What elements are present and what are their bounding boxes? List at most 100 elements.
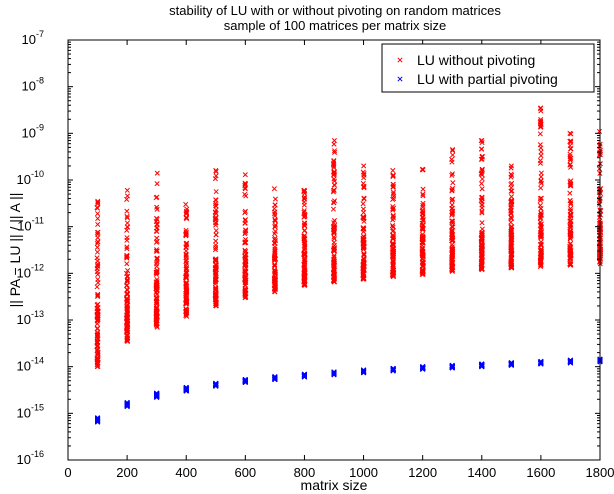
marker-without-pivoting (154, 238, 160, 244)
marker-without-pivoting (567, 215, 573, 221)
y-tick-label: 10-8 (22, 76, 44, 94)
marker-without-pivoting (272, 218, 278, 224)
marker-without-pivoting (272, 271, 278, 277)
marker-without-pivoting (302, 272, 308, 279)
marker-without-pivoting (596, 254, 602, 260)
marker-without-pivoting (420, 167, 426, 173)
marker-without-pivoting (449, 210, 455, 216)
marker-without-pivoting (213, 294, 219, 300)
marker-without-pivoting (213, 300, 219, 306)
marker-without-pivoting (420, 227, 426, 233)
marker-without-pivoting (508, 174, 514, 180)
marker-without-pivoting (125, 268, 131, 274)
marker-without-pivoting (302, 212, 308, 218)
marker-without-pivoting (301, 251, 307, 258)
marker-without-pivoting (331, 236, 337, 242)
marker-without-pivoting (538, 210, 544, 216)
marker-without-pivoting (538, 246, 544, 253)
marker-without-pivoting (538, 122, 544, 128)
marker-without-pivoting (508, 259, 514, 265)
marker-without-pivoting (213, 238, 219, 244)
marker-without-pivoting (538, 153, 544, 159)
marker-without-pivoting (212, 276, 219, 282)
marker-with-partial-pivoting (213, 381, 219, 387)
marker-without-pivoting (153, 248, 159, 254)
marker-without-pivoting (213, 261, 219, 267)
marker-without-pivoting (331, 148, 338, 154)
marker-without-pivoting (537, 131, 543, 137)
marker-without-pivoting (390, 258, 396, 264)
marker-without-pivoting (538, 232, 544, 238)
marker-without-pivoting (301, 195, 308, 202)
marker-without-pivoting (212, 176, 218, 182)
marker-without-pivoting (508, 247, 514, 253)
marker-without-pivoting (331, 267, 337, 273)
marker-without-pivoting (124, 296, 130, 302)
marker-without-pivoting (302, 194, 308, 200)
marker-without-pivoting (331, 176, 337, 182)
marker-without-pivoting (508, 208, 514, 214)
marker-without-pivoting (153, 289, 159, 295)
marker-without-pivoting (124, 244, 130, 250)
marker-with-partial-pivoting (538, 360, 544, 366)
legend-label-without-pivoting: LU without pivoting (417, 52, 535, 68)
plot-frame (67, 39, 601, 461)
marker-without-pivoting (509, 265, 515, 271)
marker-without-pivoting (479, 146, 485, 152)
y-tick-label: 10-9 (22, 122, 44, 140)
chart-subtitle: sample of 100 matrices per matrix size (224, 18, 447, 33)
marker-without-pivoting (390, 212, 396, 218)
marker-without-pivoting (242, 259, 248, 265)
marker-without-pivoting (95, 292, 101, 299)
marker-without-pivoting (508, 204, 514, 210)
marker-without-pivoting (449, 202, 455, 208)
marker-with-partial-pivoting (213, 382, 219, 388)
marker-with-partial-pivoting (420, 365, 426, 371)
marker-without-pivoting (154, 216, 160, 222)
marker-without-pivoting (272, 202, 278, 208)
marker-without-pivoting (183, 306, 189, 312)
marker-without-pivoting (242, 227, 249, 233)
marker-without-pivoting (154, 308, 160, 314)
marker-without-pivoting (390, 272, 396, 278)
marker-without-pivoting (94, 229, 101, 235)
marker-without-pivoting (478, 181, 485, 187)
marker-without-pivoting (183, 265, 189, 271)
marker-without-pivoting (94, 284, 100, 290)
marker-without-pivoting (361, 243, 367, 249)
marker-without-pivoting (183, 209, 190, 215)
marker-without-pivoting (242, 185, 248, 191)
marker-without-pivoting (95, 357, 101, 363)
marker-without-pivoting (567, 220, 574, 227)
marker-without-pivoting (449, 267, 455, 273)
marker-without-pivoting (272, 238, 279, 244)
marker-without-pivoting (272, 209, 278, 215)
marker-without-pivoting (508, 165, 514, 171)
marker-without-pivoting (538, 254, 544, 260)
marker-without-pivoting (479, 176, 485, 182)
marker-without-pivoting (449, 159, 455, 165)
marker-without-pivoting (331, 169, 338, 175)
marker-without-pivoting (124, 208, 130, 214)
marker-without-pivoting (361, 244, 367, 251)
marker-without-pivoting (420, 254, 426, 260)
marker-without-pivoting (124, 213, 130, 219)
marker-without-pivoting (243, 265, 249, 271)
x-tick-label: 1600 (526, 465, 555, 480)
marker-without-pivoting (301, 238, 307, 244)
marker-without-pivoting (331, 163, 337, 169)
marker-without-pivoting (420, 268, 426, 274)
y-tick-label: 10-16 (17, 449, 44, 467)
x-tick-label: 800 (294, 465, 316, 480)
marker-without-pivoting (124, 253, 130, 259)
marker-without-pivoting (212, 257, 218, 264)
marker-without-pivoting (331, 170, 337, 177)
marker-without-pivoting (361, 252, 367, 258)
marker-without-pivoting (212, 281, 218, 287)
marker-without-pivoting (420, 210, 426, 216)
marker-without-pivoting (242, 220, 248, 226)
y-axis-label: || PA − LU || / || A || (7, 193, 23, 308)
marker-without-pivoting (124, 297, 131, 303)
marker-with-partial-pivoting (420, 364, 426, 370)
marker-without-pivoting (567, 244, 573, 250)
